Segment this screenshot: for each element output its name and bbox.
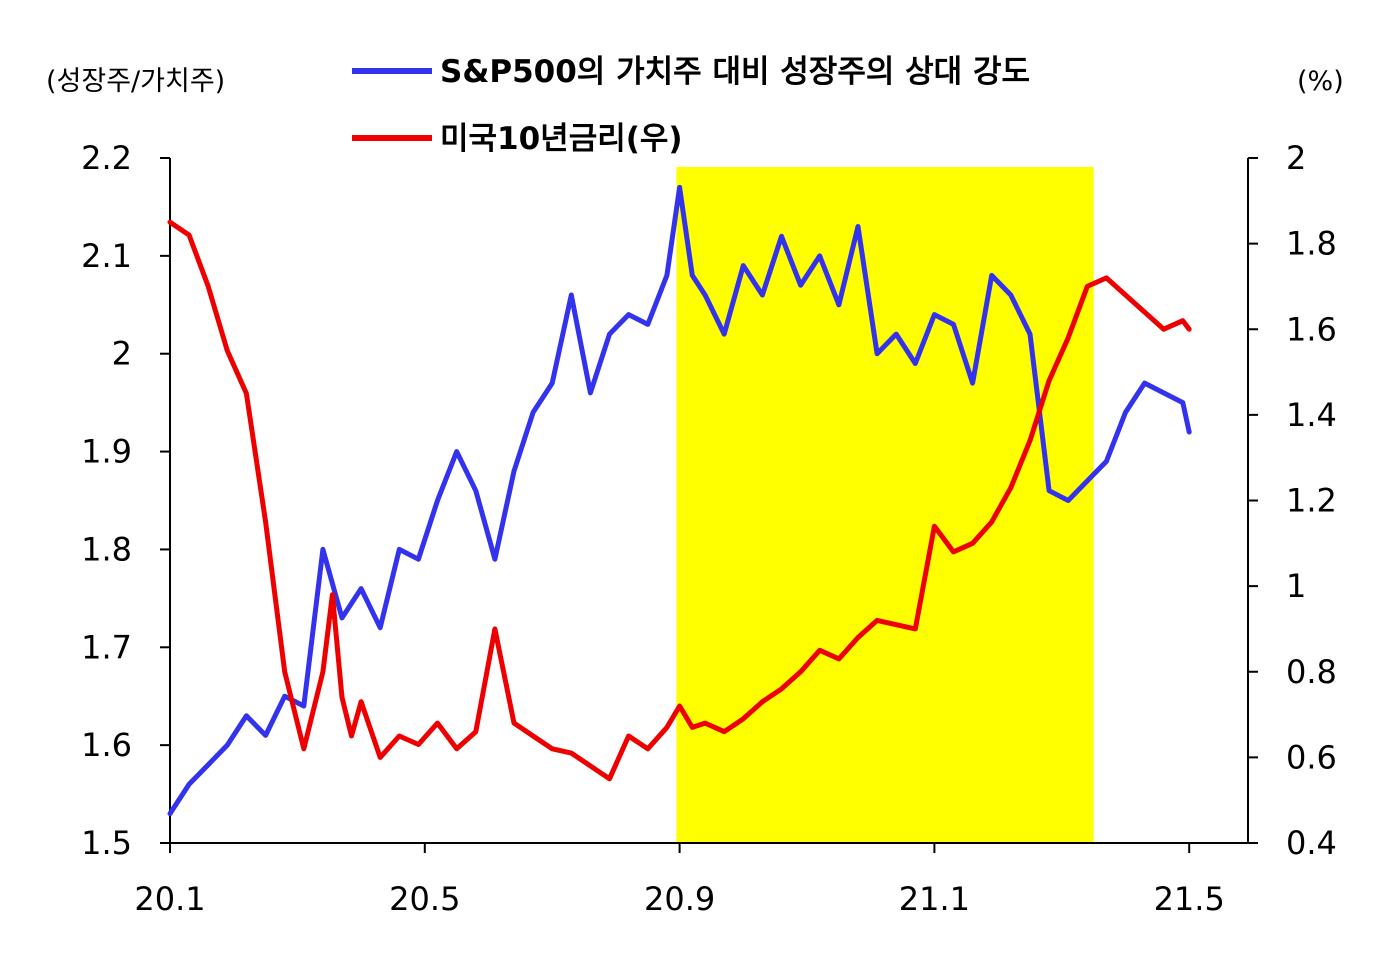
series-line-relative-strength [167,184,1192,817]
x-tick-label: 21.1 [899,880,970,918]
legend-label-blue: S&P500의 가치주 대비 성장주의 상대 강도 [440,54,1030,90]
series-line-us10y-rate [167,219,1192,782]
left-tick-label: 2.1 [81,237,132,275]
x-tick-label: 20.9 [644,880,715,918]
left-tick-label: 1.5 [81,824,132,862]
left-tick-label: 2.2 [81,139,132,177]
left-tick-label: 1.6 [81,726,132,764]
x-tick-label: 21.5 [1154,880,1225,918]
left-tick-label: 1.9 [81,433,132,471]
left-axis-unit-label: (성장주/가치주) [46,66,225,97]
right-tick-label: 0.6 [1286,738,1337,776]
left-tick-label: 2 [112,335,132,373]
right-y-ticks: 2 1.8 1.6 1.4 1.2 1 0.8 0.6 0.4 [1248,139,1337,862]
right-tick-label: 1.6 [1286,310,1337,348]
legend-label-red: 미국10년금리(우) [440,121,683,157]
highlight-band [676,167,1094,843]
right-tick-label: 1.2 [1286,482,1337,520]
right-axis-unit-label: (%) [1297,66,1344,97]
right-tick-label: 0.8 [1286,653,1337,691]
right-tick-label: 1 [1286,567,1306,605]
left-tick-label: 1.8 [81,530,132,568]
x-tick-label: 20.1 [134,880,205,918]
x-tick-label: 20.5 [389,880,460,918]
series-layer [167,184,1192,817]
left-y-ticks: 2.2 2.1 2 1.9 1.8 1.7 1.6 1.5 [81,139,170,862]
right-tick-label: 2 [1286,139,1306,177]
right-tick-label: 1.4 [1286,396,1337,434]
legend: S&P500의 가치주 대비 성장주의 상대 강도 미국10년금리(우) [352,54,1030,157]
right-tick-label: 1.8 [1286,225,1337,263]
left-tick-label: 1.7 [81,628,132,666]
x-ticks: 20.1 20.5 20.9 21.1 21.5 [134,843,1225,918]
right-tick-label: 0.4 [1286,824,1337,862]
